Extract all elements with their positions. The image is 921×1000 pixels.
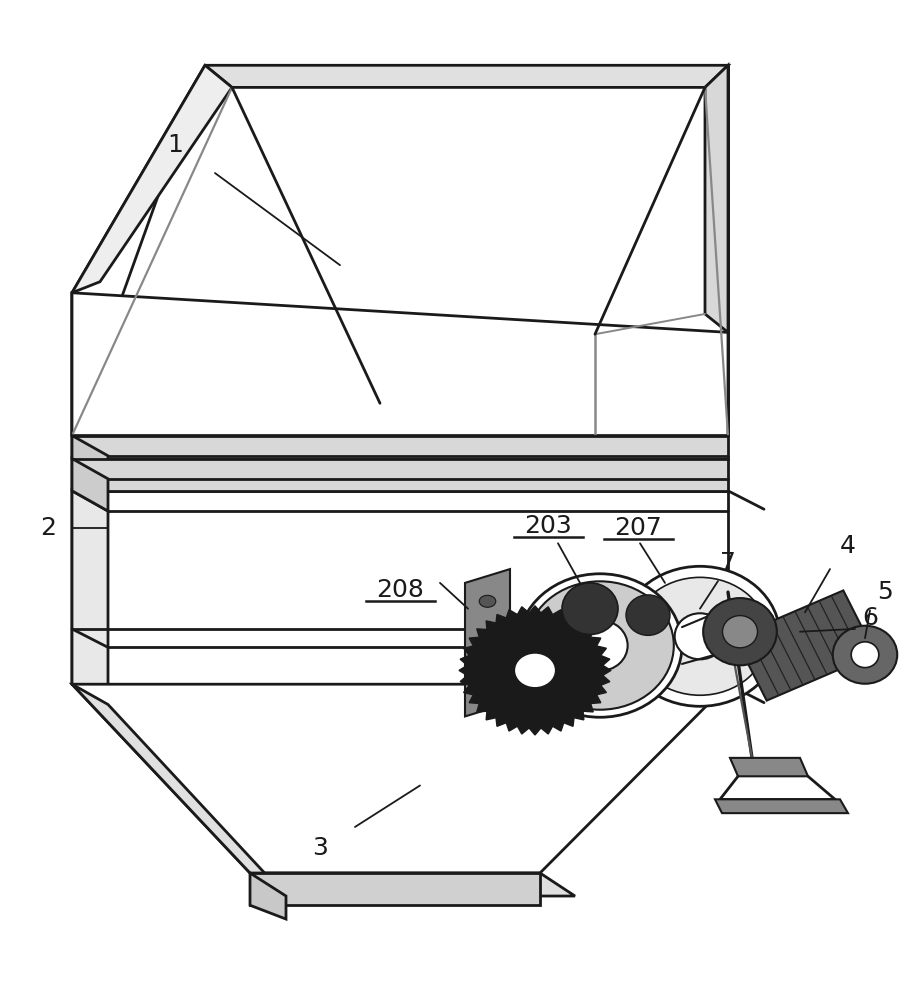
Polygon shape [72,436,108,479]
Polygon shape [72,459,108,511]
Polygon shape [72,684,728,873]
Ellipse shape [479,692,495,704]
Text: 207: 207 [614,516,662,540]
Polygon shape [250,873,540,905]
Text: 4: 4 [840,534,856,558]
Ellipse shape [626,595,670,635]
Polygon shape [72,65,205,436]
Polygon shape [72,281,108,704]
Ellipse shape [703,598,776,665]
Polygon shape [250,873,575,896]
Polygon shape [730,758,808,776]
Ellipse shape [518,574,682,717]
Text: 2: 2 [40,516,56,540]
Polygon shape [735,590,876,701]
Text: 6: 6 [862,606,878,630]
Polygon shape [72,65,232,293]
Ellipse shape [572,620,627,671]
Polygon shape [465,569,510,716]
Ellipse shape [479,595,495,607]
Ellipse shape [514,653,555,688]
Polygon shape [72,293,728,436]
Ellipse shape [675,613,726,659]
Ellipse shape [722,616,757,648]
Polygon shape [459,606,611,735]
Text: 3: 3 [312,836,328,860]
Text: 203: 203 [524,514,572,538]
Ellipse shape [620,566,780,706]
Text: 208: 208 [376,578,424,602]
Polygon shape [705,65,728,332]
Ellipse shape [833,626,897,684]
Text: 7: 7 [720,551,736,575]
Ellipse shape [632,577,768,695]
Polygon shape [205,65,728,87]
Polygon shape [72,491,108,704]
Polygon shape [715,799,848,813]
Polygon shape [72,436,728,459]
Ellipse shape [467,617,603,724]
Polygon shape [72,491,728,684]
Ellipse shape [526,581,674,710]
Polygon shape [72,459,728,491]
Ellipse shape [851,642,879,668]
Text: 1: 1 [167,133,183,157]
Ellipse shape [562,583,618,634]
Polygon shape [250,873,286,919]
Text: 5: 5 [877,580,892,604]
Polygon shape [72,684,286,896]
